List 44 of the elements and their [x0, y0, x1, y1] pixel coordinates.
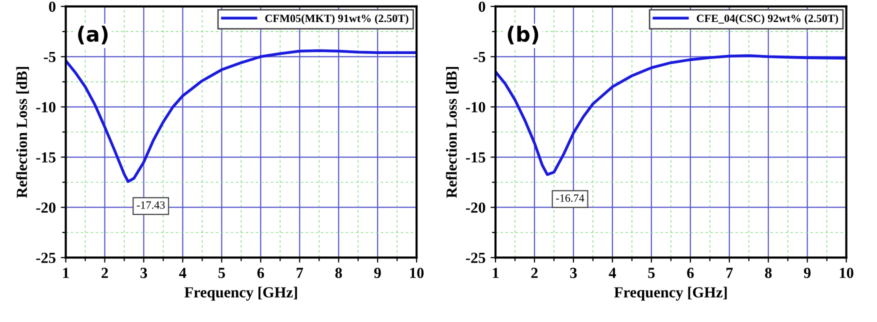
- x-axis-title: Frequency [GHz]: [614, 286, 727, 301]
- y-tick-label: 0: [48, 2, 56, 12]
- x-tick-label: 3: [570, 268, 577, 278]
- x-tick-label: 6: [687, 268, 694, 278]
- y-tick-label: -15: [466, 152, 486, 163]
- line-series: [496, 54, 846, 176]
- x-tick-label: 10: [840, 268, 854, 278]
- y-tick-label: -5: [44, 52, 56, 62]
- x-axis-title: Frequency [GHz]: [184, 286, 297, 301]
- legend-label: CFE_04(CSC) 92wt% (2.50T): [696, 14, 838, 24]
- x-tick-label: 5: [218, 268, 225, 278]
- x-tick-label: 4: [608, 268, 616, 278]
- x-tick-label: 6: [257, 268, 264, 278]
- y-tick-label: -10: [36, 102, 56, 112]
- annotation: -17.43: [136, 201, 165, 209]
- x-tick-label: 4: [179, 268, 186, 278]
- x-tick-label: 1: [63, 268, 69, 278]
- x-tick-label: 2: [102, 268, 108, 278]
- y-tick-label: -25: [36, 252, 56, 264]
- x-tick-label: 10: [410, 268, 424, 278]
- annotation: (a): [78, 26, 108, 44]
- y-tick-label: -20: [36, 202, 56, 213]
- x-tick-label: 2: [531, 268, 538, 278]
- y-tick-label: -20: [466, 202, 486, 213]
- y-tick-label: -15: [36, 152, 56, 163]
- x-tick-label: 3: [140, 268, 148, 278]
- y-tick-label: -5: [474, 52, 486, 62]
- x-tick-label: 8: [765, 268, 772, 278]
- x-tick-label: 8: [335, 268, 342, 278]
- x-tick-label: 9: [374, 268, 381, 278]
- legend-label: CFM05(MKT) 91wt% (2.50T): [265, 14, 408, 24]
- x-tick-label: 9: [804, 268, 811, 278]
- y-tick-label: -25: [466, 252, 486, 264]
- x-tick-label: 5: [648, 268, 655, 278]
- annotation: -16.74: [556, 194, 584, 202]
- y-axis-title: Reflection Loss [dB]: [16, 66, 29, 198]
- y-tick-label: 0: [478, 2, 486, 12]
- line-series: [66, 49, 417, 183]
- y-axis-title: Reflection Loss [dB]: [446, 66, 459, 198]
- x-tick-label: 7: [296, 268, 304, 278]
- y-tick-label: -10: [466, 102, 486, 112]
- annotation: (b): [508, 26, 538, 44]
- x-tick-label: 1: [492, 268, 499, 278]
- x-tick-label: 7: [726, 268, 733, 278]
